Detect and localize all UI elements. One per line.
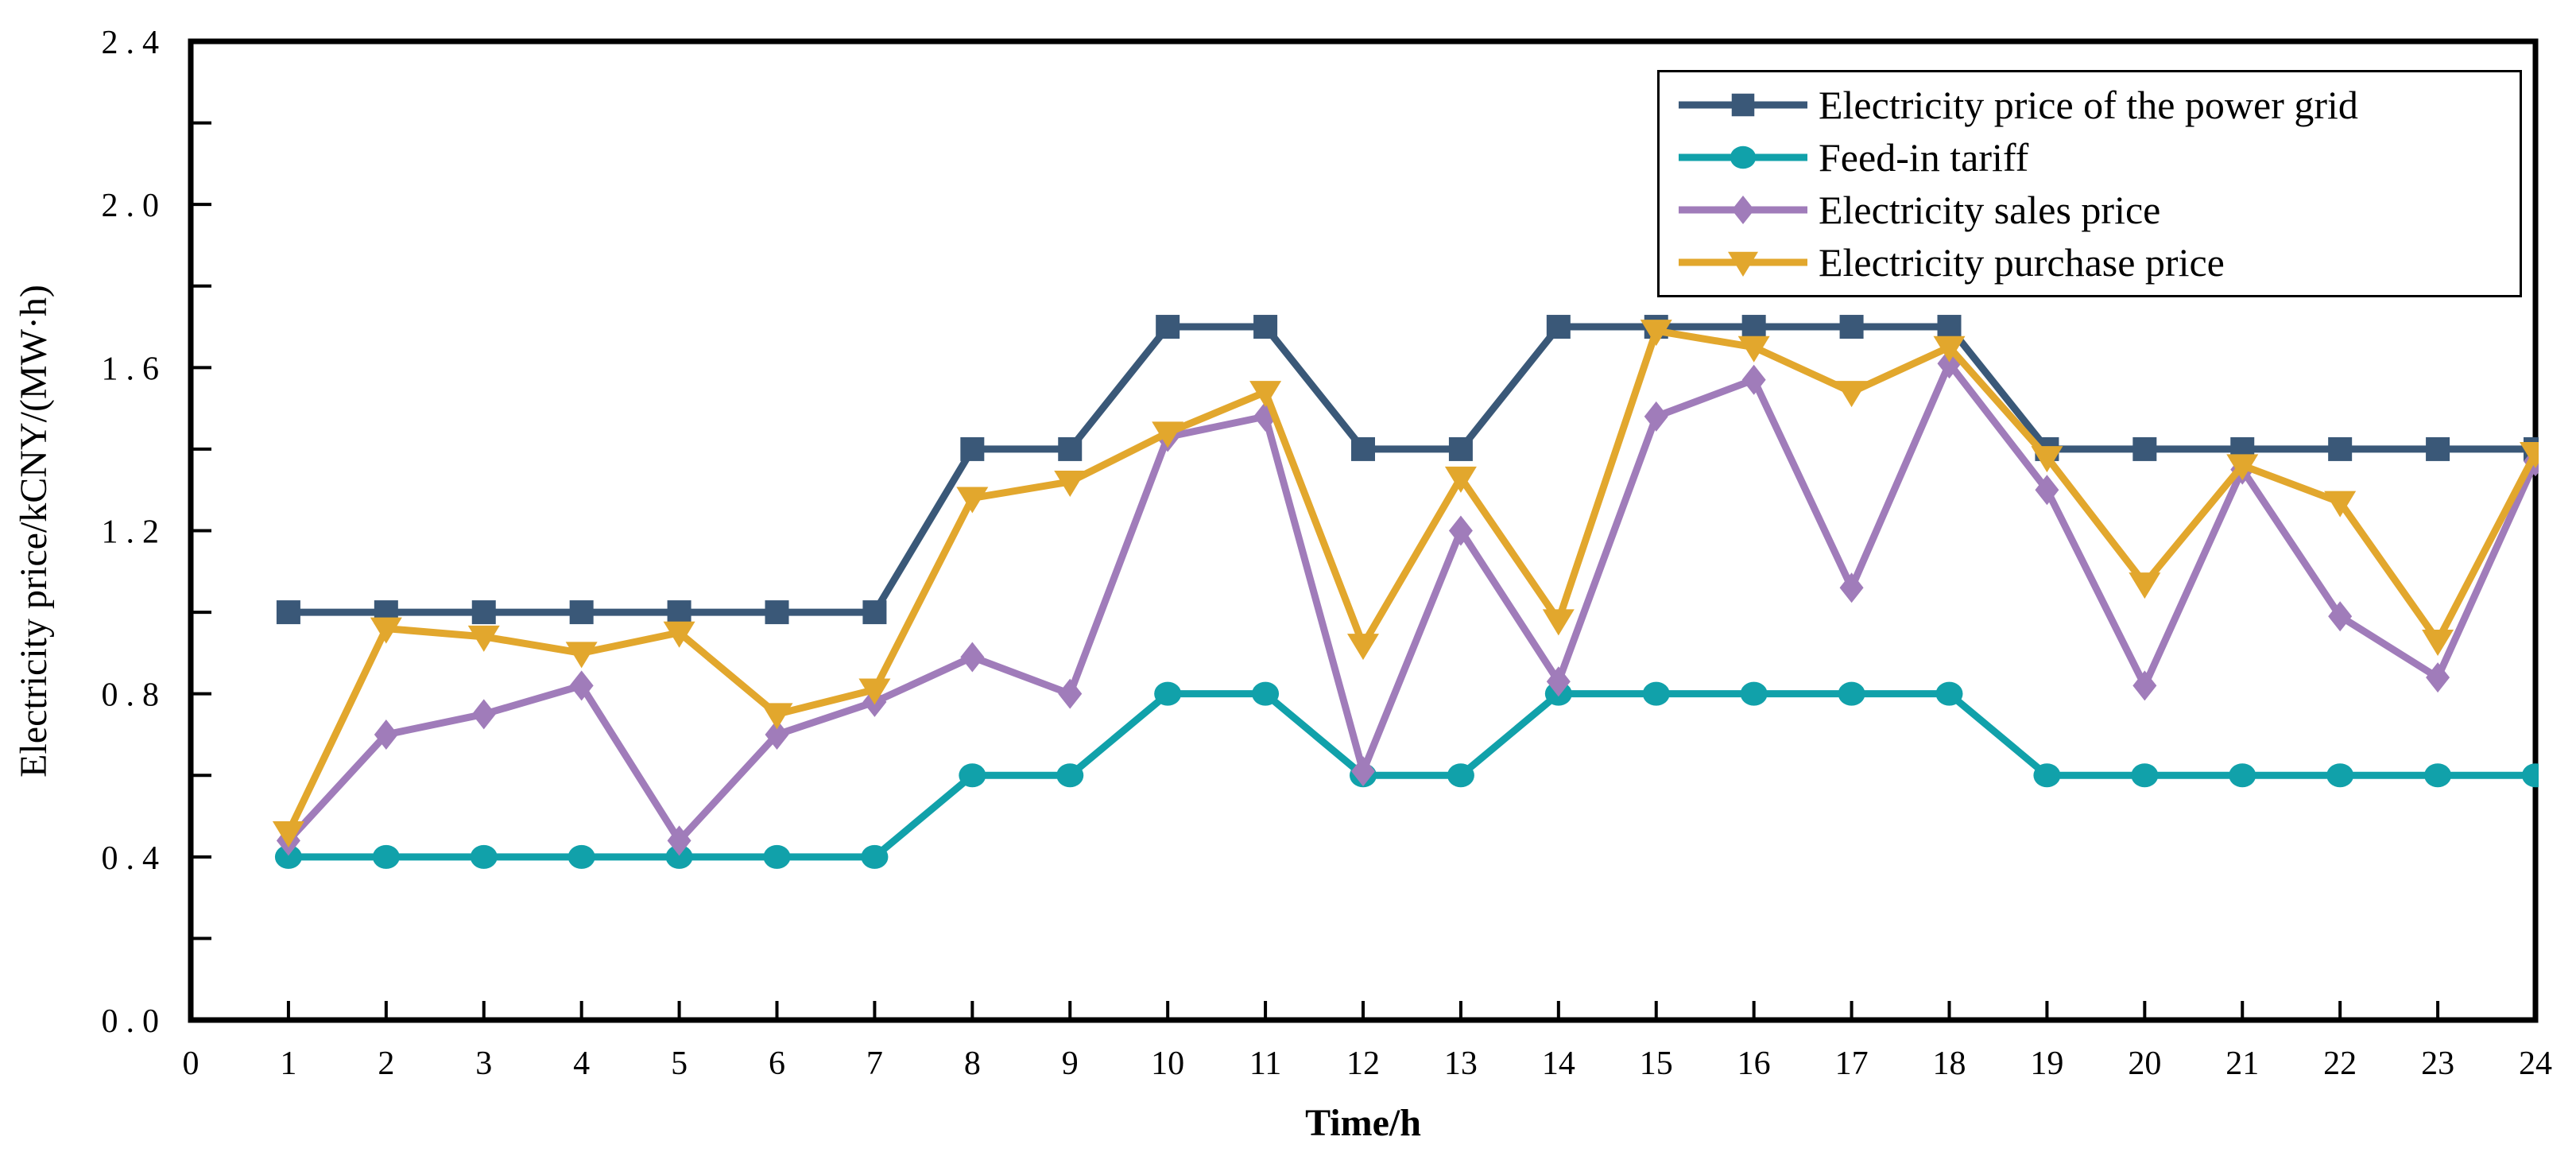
series-electricity-price-of-the-power-grid — [276, 315, 2539, 625]
series-markers — [276, 348, 2539, 856]
x-tick-label: 3 — [475, 1045, 492, 1082]
x-tick-label: 14 — [1542, 1045, 1575, 1082]
x-tick-label: 21 — [2225, 1045, 2259, 1082]
x-ticks — [189, 1001, 2537, 1020]
series-markers — [276, 315, 2539, 625]
x-tick-label: 0 — [183, 1045, 199, 1082]
legend-label: Feed-in tariff — [1819, 135, 2029, 180]
y-tick-label: 0.4 — [102, 840, 168, 877]
x-tick-label: 1 — [280, 1045, 296, 1082]
x-tick-label: 16 — [1737, 1045, 1771, 1082]
series-line — [288, 323, 2535, 616]
y-tick-labels: 0.0 0.4 0.8 1.2 1.6 2.0 2.4 — [102, 25, 168, 1040]
legend-item-purchase-price: Electricity purchase price — [1675, 237, 2512, 288]
series-markers — [272, 320, 2539, 848]
legend-swatch-diamond-icon — [1679, 195, 1807, 225]
x-tick-label: 9 — [1062, 1045, 1079, 1082]
y-tick-label: 1.2 — [102, 514, 168, 551]
legend-item-sales-price: Electricity sales price — [1675, 184, 2512, 235]
y-tick-label: 1.6 — [102, 351, 168, 387]
legend-label: Electricity purchase price — [1819, 240, 2225, 285]
x-tick-label: 7 — [866, 1045, 883, 1082]
series-feed-in-tariff — [274, 681, 2539, 869]
x-tick-labels: 0 1 2 3 4 5 6 7 8 9 10 11 12 13 14 15 16 17 18 19 20 21 22 23 24 — [183, 1045, 2553, 1082]
plot-area: 0 1 2 3 4 5 6 7 8 9 10 11 12 13 14 15 16 17 18 19 20 21 22 23 24… — [102, 25, 2553, 1082]
legend-swatch-circle-icon — [1679, 145, 1807, 169]
y-tick-label: 2.0 — [102, 188, 168, 224]
x-tick-label: 15 — [1640, 1045, 1673, 1082]
legend: Electricity price of the power grid Feed… — [1657, 70, 2522, 297]
x-tick-label: 11 — [1249, 1045, 1281, 1082]
x-tick-label: 8 — [964, 1045, 981, 1082]
x-tick-label: 24 — [2519, 1045, 2552, 1082]
x-tick-label: 20 — [2128, 1045, 2161, 1082]
x-tick-label: 13 — [1444, 1045, 1478, 1082]
plot-border — [188, 38, 2539, 1023]
legend-swatch-square-icon — [1679, 93, 1807, 117]
series-line — [285, 359, 2539, 844]
legend-swatch-triangle-icon — [1679, 251, 1807, 277]
x-tick-label: 18 — [1933, 1045, 1966, 1082]
x-tick-label: 17 — [1835, 1045, 1869, 1082]
x-tick-label: 5 — [671, 1045, 688, 1082]
y-tick-label: 0.8 — [102, 677, 168, 714]
legend-label: Electricity sales price — [1819, 188, 2161, 232]
y-tick-label: 0.0 — [102, 1003, 168, 1040]
y-axis-title: Electricity price/kCNY/(MW·h) — [13, 285, 55, 778]
legend-item-feed-in-tariff: Feed-in tariff — [1675, 132, 2512, 183]
series-electricity-sales-price — [276, 348, 2539, 856]
x-tick-label: 10 — [1151, 1045, 1184, 1082]
x-tick-label: 6 — [769, 1045, 785, 1082]
y-ticks — [191, 121, 211, 941]
x-tick-label: 22 — [2323, 1045, 2357, 1082]
y-tick-label: 2.4 — [102, 25, 168, 61]
legend-label: Electricity price of the power grid — [1819, 83, 2358, 127]
x-tick-label: 23 — [2421, 1045, 2454, 1082]
x-tick-label: 2 — [378, 1045, 394, 1082]
x-axis-title: Time/h — [1305, 1102, 1421, 1144]
x-tick-label: 19 — [2030, 1045, 2063, 1082]
series-line — [288, 690, 2535, 861]
x-tick-label: 4 — [573, 1045, 590, 1082]
x-tick-label: 12 — [1346, 1045, 1380, 1082]
legend-item-grid-price: Electricity price of the power grid — [1675, 80, 2512, 130]
series-line — [285, 327, 2539, 835]
series-electricity-purchase-price — [272, 320, 2539, 848]
